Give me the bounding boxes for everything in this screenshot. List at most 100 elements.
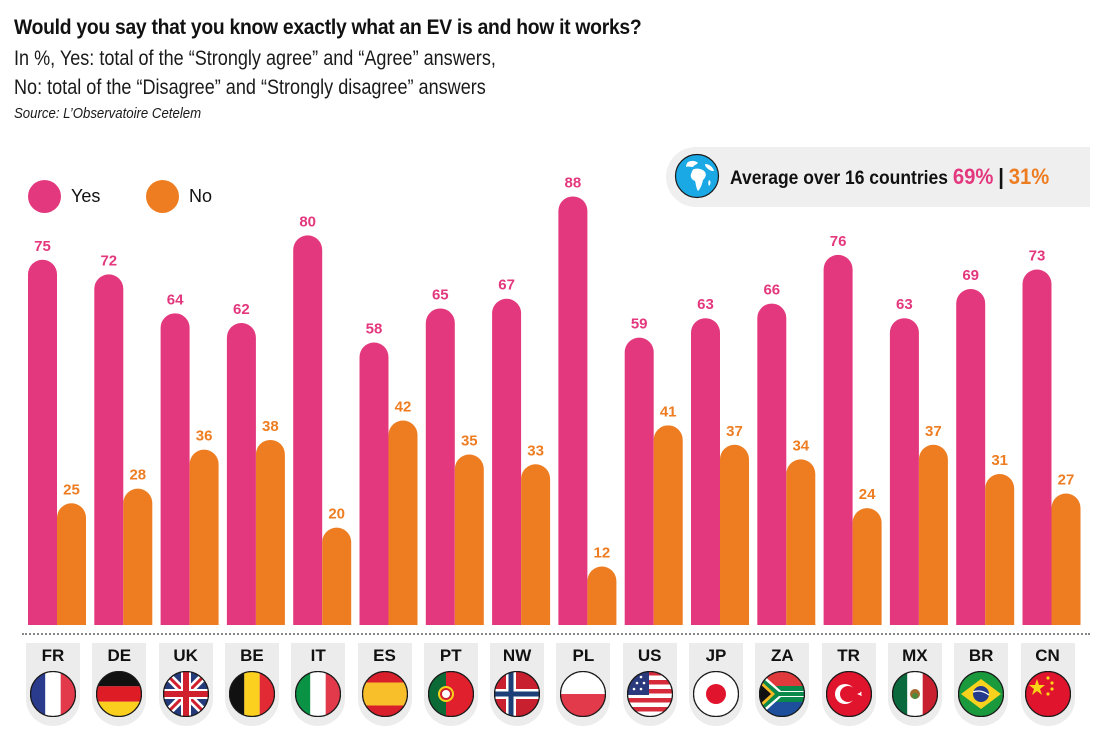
legend-no-label: No	[189, 185, 213, 206]
bar-yes-fr	[28, 259, 57, 625]
mexico-flag-icon	[891, 671, 938, 717]
data-label-no-us: 41	[660, 403, 677, 420]
bar-yes-br	[956, 288, 986, 625]
average-separator: |	[998, 164, 1004, 189]
bar-no-za	[786, 459, 816, 625]
bar-yes-nw	[492, 298, 522, 625]
bar-no-cn	[1051, 493, 1081, 625]
average-label: Average over 16 countries	[730, 168, 948, 189]
average-panel: Average over 16 countries 69% | 31%	[666, 147, 1090, 207]
data-label-no-br: 31	[991, 452, 1008, 469]
data-label-yes-es: 58	[366, 321, 383, 338]
data-label-no-za: 34	[792, 437, 809, 454]
bar-yes-tr	[823, 254, 853, 625]
country-code-label: BE	[240, 646, 264, 665]
data-label-yes-jp: 63	[697, 296, 714, 313]
norway-flag-icon	[494, 671, 541, 717]
japan-flag-icon	[693, 671, 739, 717]
legend-item-yes: Yes	[28, 179, 101, 213]
uk-flag-icon	[162, 671, 209, 717]
country-tab-fr: FR	[26, 643, 80, 726]
data-label-yes-pl: 88	[565, 174, 582, 191]
country-tab-uk: UK	[158, 643, 213, 726]
brazil-flag-icon	[958, 671, 1005, 717]
country-tab-us: US	[622, 643, 677, 726]
data-label-no-be: 38	[262, 418, 279, 435]
data-label-no-fr: 25	[63, 481, 80, 498]
bar-yes-us	[624, 337, 654, 625]
country-code-label: US	[637, 646, 662, 665]
country-code-label: TR	[837, 646, 860, 665]
country-code-label: PL	[572, 646, 595, 665]
bar-no-pt	[454, 454, 484, 625]
bar-no-it	[322, 527, 352, 625]
china-flag-icon	[1024, 671, 1071, 717]
country-tab-tr: TR	[821, 643, 876, 726]
country-code-label: PT	[439, 646, 462, 665]
bar-yes-za	[757, 303, 787, 625]
data-label-no-jp: 37	[726, 423, 743, 440]
legend-no-swatch	[146, 179, 179, 213]
data-label-yes-za: 66	[763, 282, 780, 299]
country-code-label: NW	[502, 646, 532, 665]
data-label-yes-mx: 63	[896, 296, 913, 313]
country-tab-be: BE	[224, 643, 279, 726]
bar-yes-be	[226, 323, 256, 625]
country-tab-de: DE	[92, 643, 147, 726]
bar-yes-pl	[558, 196, 588, 625]
globe-icon	[674, 153, 720, 199]
country-tab-jp: JP	[689, 643, 743, 726]
bar-yes-jp	[691, 318, 720, 625]
country-tab-za: ZA	[755, 643, 810, 726]
legend-yes-label: Yes	[71, 185, 101, 206]
belgium-flag-icon	[228, 671, 275, 717]
country-tab-pt: PT	[423, 643, 478, 726]
country-code-label: MX	[902, 646, 928, 665]
data-label-yes-tr: 76	[830, 233, 847, 250]
bar-yes-pt	[425, 308, 455, 625]
bar-no-de	[123, 488, 153, 625]
country-code-label: FR	[41, 646, 65, 665]
bar-yes-es	[359, 342, 389, 625]
country-tab-cn: CN	[1020, 643, 1075, 726]
bar-no-jp	[720, 444, 749, 625]
germany-flag-icon	[96, 671, 143, 717]
bar-yes-mx	[889, 318, 919, 625]
data-label-yes-it: 80	[299, 213, 316, 230]
usa-flag-icon	[626, 671, 673, 717]
data-label-yes-br: 69	[962, 267, 979, 284]
italy-flag-icon	[295, 671, 342, 717]
country-code-label: CN	[1035, 646, 1060, 665]
data-label-no-mx: 37	[925, 423, 942, 440]
bar-yes-it	[293, 235, 323, 625]
bar-no-br	[985, 474, 1015, 625]
country-code-label: DE	[107, 646, 132, 665]
country-tab-mx: MX	[887, 643, 942, 726]
average-yes-value: 69%	[952, 164, 994, 189]
bar-no-tr	[852, 508, 882, 625]
data-label-no-nw: 33	[527, 442, 544, 459]
data-label-yes-be: 62	[233, 301, 250, 318]
data-label-no-es: 42	[395, 398, 412, 415]
data-label-yes-pt: 65	[432, 286, 449, 303]
data-label-no-pl: 12	[594, 545, 611, 562]
chart-title: Would you say that you know exactly what…	[14, 16, 642, 39]
country-code-label: IT	[310, 646, 326, 665]
data-label-no-tr: 24	[859, 486, 876, 503]
data-label-yes-us: 59	[631, 316, 648, 333]
average-no-value: 31%	[1008, 164, 1050, 189]
country-tab-it: IT	[291, 643, 346, 726]
spain-flag-icon	[361, 671, 408, 717]
bar-no-us	[653, 425, 683, 625]
country-tab-pl: PL	[556, 643, 611, 726]
portugal-flag-icon	[427, 671, 474, 717]
country-code-label: ZA	[770, 646, 794, 665]
data-label-yes-fr: 75	[34, 238, 51, 255]
country-tab-br: BR	[954, 643, 1009, 726]
country-tab-es: ES	[357, 643, 412, 726]
legend-item-no: No	[146, 179, 213, 213]
bar-no-fr	[57, 503, 86, 625]
country-code-label: BR	[968, 646, 994, 665]
average-text: Average over 16 countries 69% | 31%	[730, 164, 1049, 190]
